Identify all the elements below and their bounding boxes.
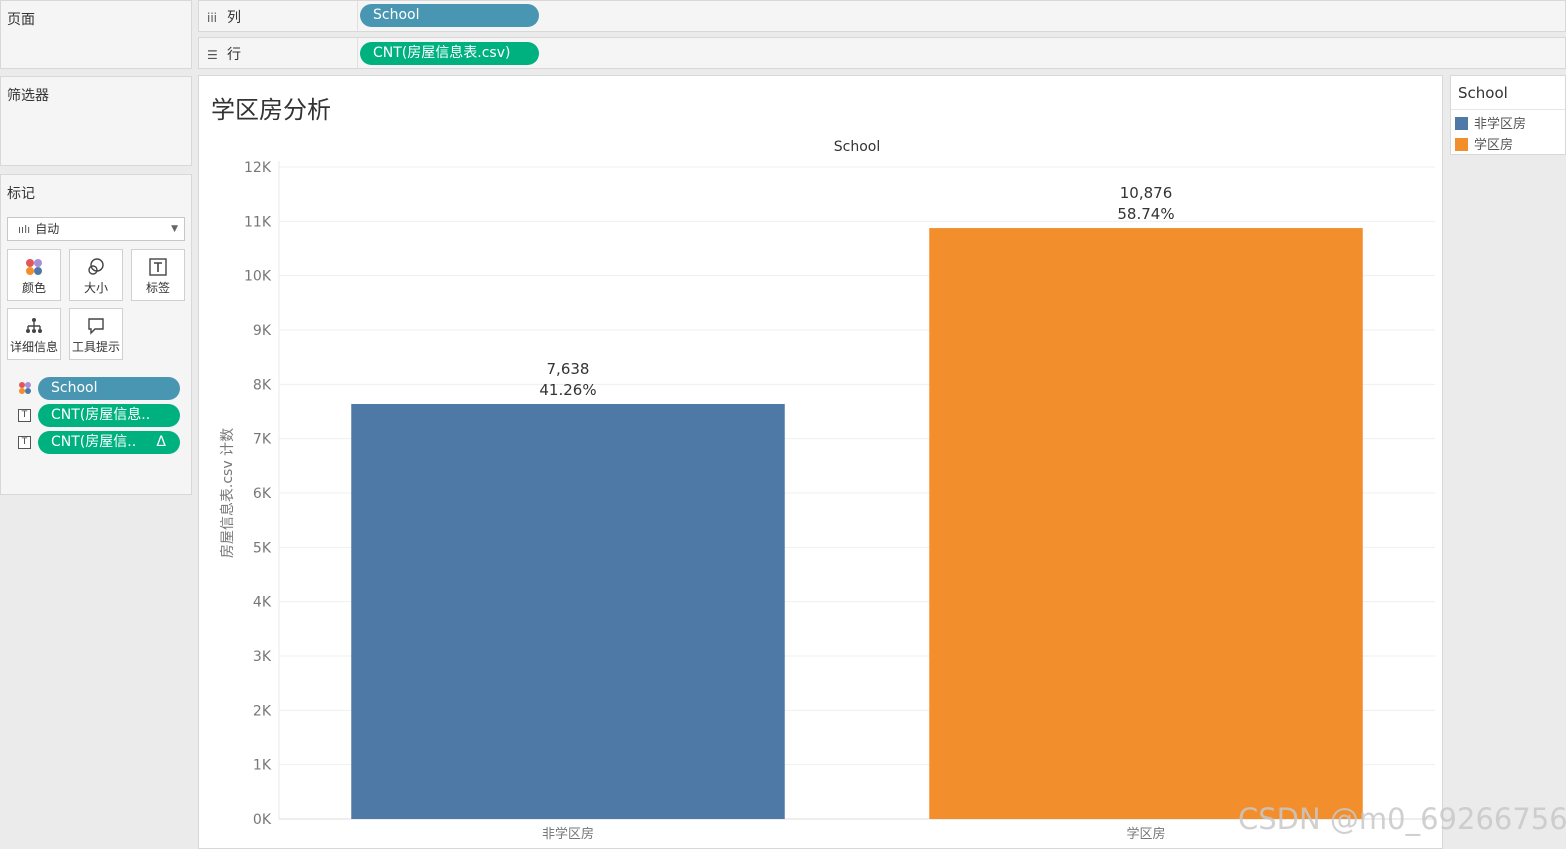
columns-label: 列 [227, 10, 241, 26]
legend-swatch [1455, 138, 1468, 151]
detail-button[interactable]: 详细信息 [7, 308, 61, 360]
bar [929, 228, 1363, 819]
bar-percent-label: 41.26% [539, 381, 596, 399]
y-tick-label: 9K [253, 323, 272, 339]
size-icon [88, 258, 104, 275]
filters-panel[interactable]: 筛选器 [0, 76, 192, 166]
size-label: 大小 [83, 281, 108, 295]
legend-divider [1451, 109, 1565, 110]
y-tick-label: 11K [244, 214, 272, 230]
columns-school-pill[interactable]: School [360, 4, 539, 27]
mark-field-school-pill[interactable]: School [38, 377, 180, 400]
tooltip-label: 工具提示 [71, 340, 120, 354]
color-button[interactable]: 颜色 [7, 249, 61, 301]
mark-type-value: 自动 [35, 222, 60, 236]
y-tick-label: 12K [244, 160, 272, 176]
marks-title: 标记 [7, 186, 35, 202]
y-tick-label: 5K [253, 540, 272, 556]
rows-cnt-pill[interactable]: CNT(房屋信息表.csv) [360, 42, 539, 65]
rows-icon: ☰ [207, 48, 218, 62]
pages-title: 页面 [7, 12, 35, 28]
columns-shelf[interactable]: iii 列 School [198, 0, 1566, 32]
mark-field-label: CNT(房屋信.. [51, 434, 137, 450]
legend-item[interactable]: 学区房 [1455, 134, 1513, 153]
rows-label: 行 [227, 47, 241, 63]
marks-panel: 标记 ıılı 自动 ▼ 颜色 大小 标签 详细信息 [0, 174, 192, 495]
bar-chart-icon: ıılı [18, 223, 31, 236]
y-axis-label: 房屋信息表.csv 计数 [219, 428, 236, 558]
label-button[interactable]: 标签 [131, 249, 185, 301]
y-tick-label: 0K [253, 812, 272, 828]
bar-value-label: 10,876 [1120, 184, 1173, 202]
label-label: 标签 [145, 281, 170, 295]
x-tick-label: 学区房 [1126, 826, 1165, 842]
columns-shelf-label: iii 列 [207, 7, 241, 27]
mark-type-dropdown[interactable]: ıılı 自动 ▼ [7, 217, 185, 241]
y-tick-label: 4K [253, 595, 272, 611]
visualization-panel[interactable]: 学区房分析 School 0K 1K 2K 3K 4K 5K 6K 7K 8K 9K 10K 11K 12… [198, 75, 1443, 849]
tooltip-icon [88, 318, 104, 335]
viz-title: 学区房分析 [211, 96, 331, 124]
mark-field-label: School [51, 380, 98, 396]
shelf-divider [357, 1, 358, 31]
color-legend: School 非学区房 学区房 [1450, 75, 1566, 155]
y-tick-label: 2K [253, 703, 272, 719]
bar-chart[interactable]: School 0K 1K 2K 3K 4K 5K 6K 7K 8K 9K 10K 11K 12K 房屋信息表… [199, 76, 1442, 848]
pages-panel: 页面 [0, 0, 192, 69]
detail-label: 详细信息 [9, 340, 58, 354]
bar-value-label: 7,638 [547, 360, 590, 378]
column-header: School [834, 139, 880, 155]
y-tick-label: 6K [253, 486, 272, 502]
bar-percent-label: 58.74% [1117, 205, 1174, 223]
mark-field-cnt-pill[interactable]: CNT(房屋信息.. [38, 404, 180, 427]
columns-icon: iii [207, 11, 218, 25]
text-label-icon: T [18, 409, 31, 422]
bar [351, 404, 785, 819]
size-button[interactable]: 大小 [69, 249, 123, 301]
filters-title: 筛选器 [7, 88, 49, 104]
x-tick-label: 非学区房 [542, 826, 594, 842]
shelf-divider [357, 38, 358, 68]
color-icon [26, 259, 42, 275]
y-tick-label: 8K [253, 377, 272, 393]
mark-field-cnt-percent-pill[interactable]: CNT(房屋信.. Δ [38, 431, 180, 454]
detail-icon [26, 318, 42, 333]
legend-item-label: 学区房 [1474, 138, 1514, 153]
table-calc-delta-icon: Δ [156, 434, 166, 450]
color-icon [19, 382, 31, 394]
color-label: 颜色 [21, 281, 46, 295]
y-tick-label: 10K [244, 269, 272, 285]
watermark: CSDN @m0_69266756 [1238, 802, 1566, 836]
text-label-icon: T [18, 436, 31, 449]
rows-shelf[interactable]: ☰ 行 CNT(房屋信息表.csv) [198, 37, 1566, 69]
y-tick-label: 3K [253, 649, 272, 665]
rows-shelf-label: ☰ 行 [207, 44, 241, 64]
tooltip-button[interactable]: 工具提示 [69, 308, 123, 360]
legend-item[interactable]: 非学区房 [1455, 113, 1526, 132]
legend-item-label: 非学区房 [1474, 117, 1527, 132]
y-tick-label: 7K [253, 432, 272, 448]
mark-field-label: CNT(房屋信息.. [51, 407, 151, 423]
legend-swatch [1455, 117, 1468, 130]
text-label-icon [149, 258, 167, 276]
legend-title: School [1458, 84, 1508, 102]
chevron-down-icon: ▼ [171, 224, 178, 234]
y-tick-label: 1K [253, 758, 272, 774]
